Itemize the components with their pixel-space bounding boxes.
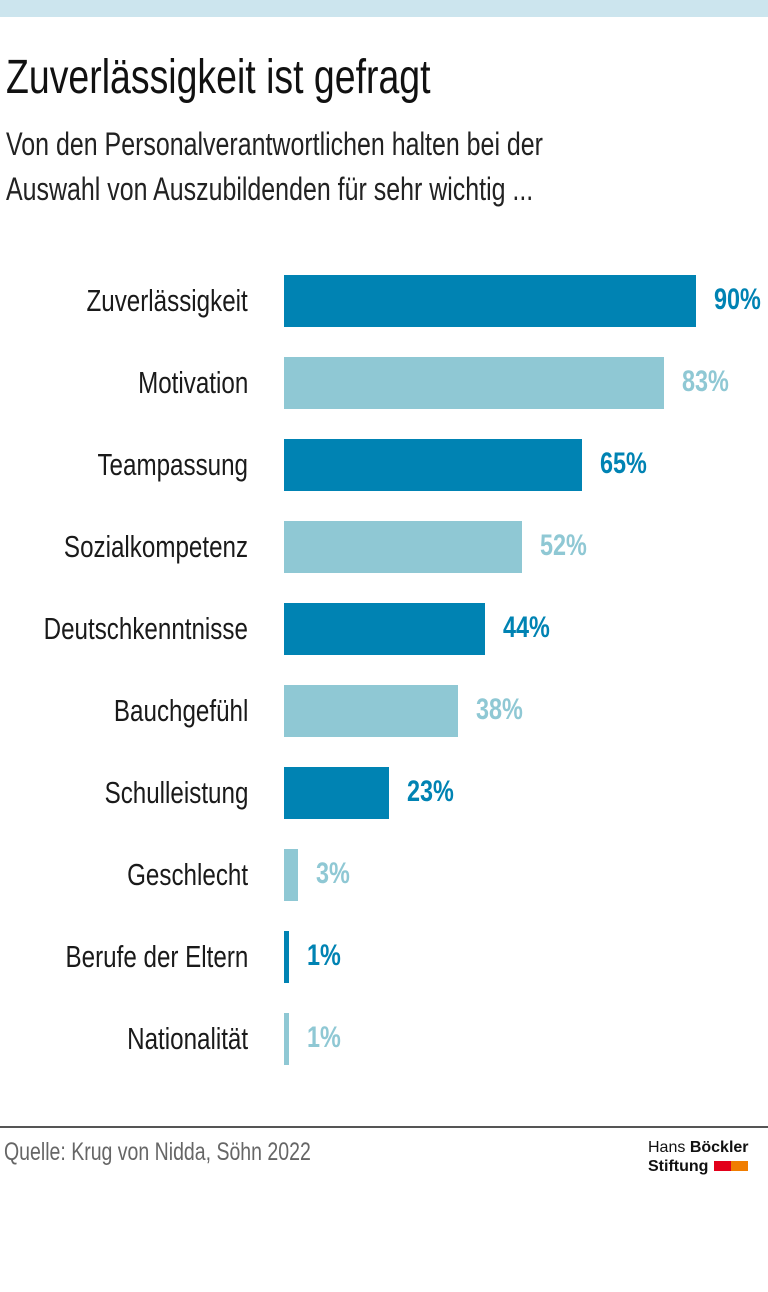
bar-row: Nationalität 1% [0,1013,768,1065]
value-label: 3% [315,857,350,890]
bar [284,931,289,983]
bar-row: Berufe der Eltern 1% [0,931,768,983]
hans-boeckler-stiftung-logo: Hans Böckler Stiftung [648,1139,749,1175]
bar [284,685,458,737]
bar [284,849,298,901]
category-label: Deutschkenntnisse [43,611,248,646]
value-label: 1% [306,939,341,972]
bar [284,275,696,327]
bar [284,603,486,655]
category-label: Teampassung [97,447,248,482]
bar-row: Motivation 83% [0,357,768,409]
chart-title: Zuverlässigkeit ist gefragt [6,51,431,104]
bar-row: Schulleistung 23% [0,767,768,819]
bar-chart: Zuverlässigkeit 90% Motivation 83% Teampassu… [0,250,768,1090]
source-note: Quelle: Krug von Nidda, Söhn 2022 [4,1138,311,1166]
value-label: 1% [306,1021,341,1054]
category-label: Nationalität [127,1021,248,1056]
top-accent-bar [0,0,768,17]
category-label: Sozialkompetenz [63,529,248,564]
value-label: 52% [540,529,587,562]
value-label: 44% [503,611,551,644]
chart-subtitle: Von den Personalverantwortlichen halten … [6,122,694,212]
category-label: Schulleistung [104,775,248,810]
category-label: Geschlecht [127,857,248,892]
category-label: Zuverlässigkeit [86,283,248,318]
bar [284,521,523,573]
value-label: 83% [681,365,729,398]
bar-row: Sozialkompetenz 52% [0,521,768,573]
value-label: 90% [714,283,761,316]
value-label: 23% [407,775,455,808]
footer-divider [0,1126,768,1128]
bar-row: Zuverlässigkeit 90% [0,275,768,327]
subtitle-line-1: Von den Personalverantwortlichen halten … [6,126,543,162]
category-label: Motivation [137,365,248,400]
logo-orange-block [731,1161,749,1171]
bar [284,1013,289,1065]
bar [284,439,582,491]
bar [284,357,664,409]
bar-row: Bauchgefühl 38% [0,685,768,737]
bar-row: Deutschkenntnisse 44% [0,603,768,655]
category-label: Bauchgefühl [113,693,248,728]
bar-row: Geschlecht 3% [0,849,768,901]
value-label: 65% [599,447,647,480]
category-label: Berufe der Eltern [65,939,248,974]
subtitle-line-2: Auswahl von Auszubildenden für sehr wich… [6,171,534,207]
logo-red-block [714,1161,732,1171]
value-label: 38% [475,693,523,726]
bar [284,767,390,819]
bar-row: Teampassung 65% [0,439,768,491]
